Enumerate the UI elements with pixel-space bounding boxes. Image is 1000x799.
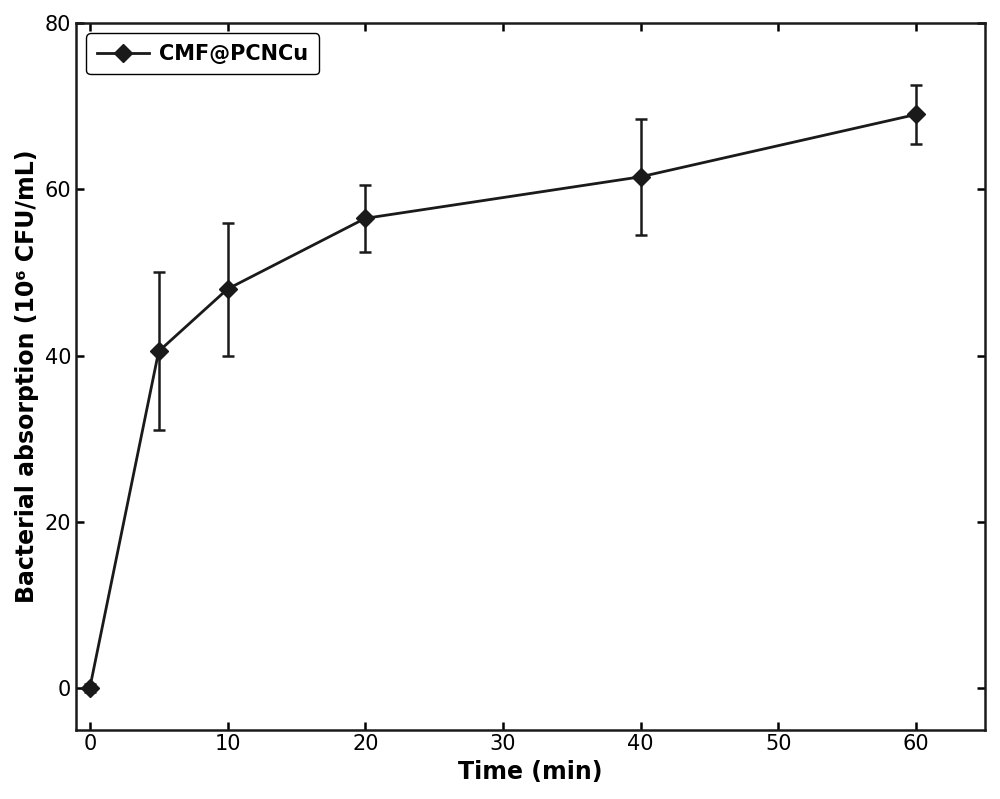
Legend: CMF@PCNCu: CMF@PCNCu — [86, 34, 319, 74]
Y-axis label: Bacterial absorption (10⁶ CFU/mL): Bacterial absorption (10⁶ CFU/mL) — [15, 149, 39, 603]
X-axis label: Time (min): Time (min) — [458, 760, 603, 784]
